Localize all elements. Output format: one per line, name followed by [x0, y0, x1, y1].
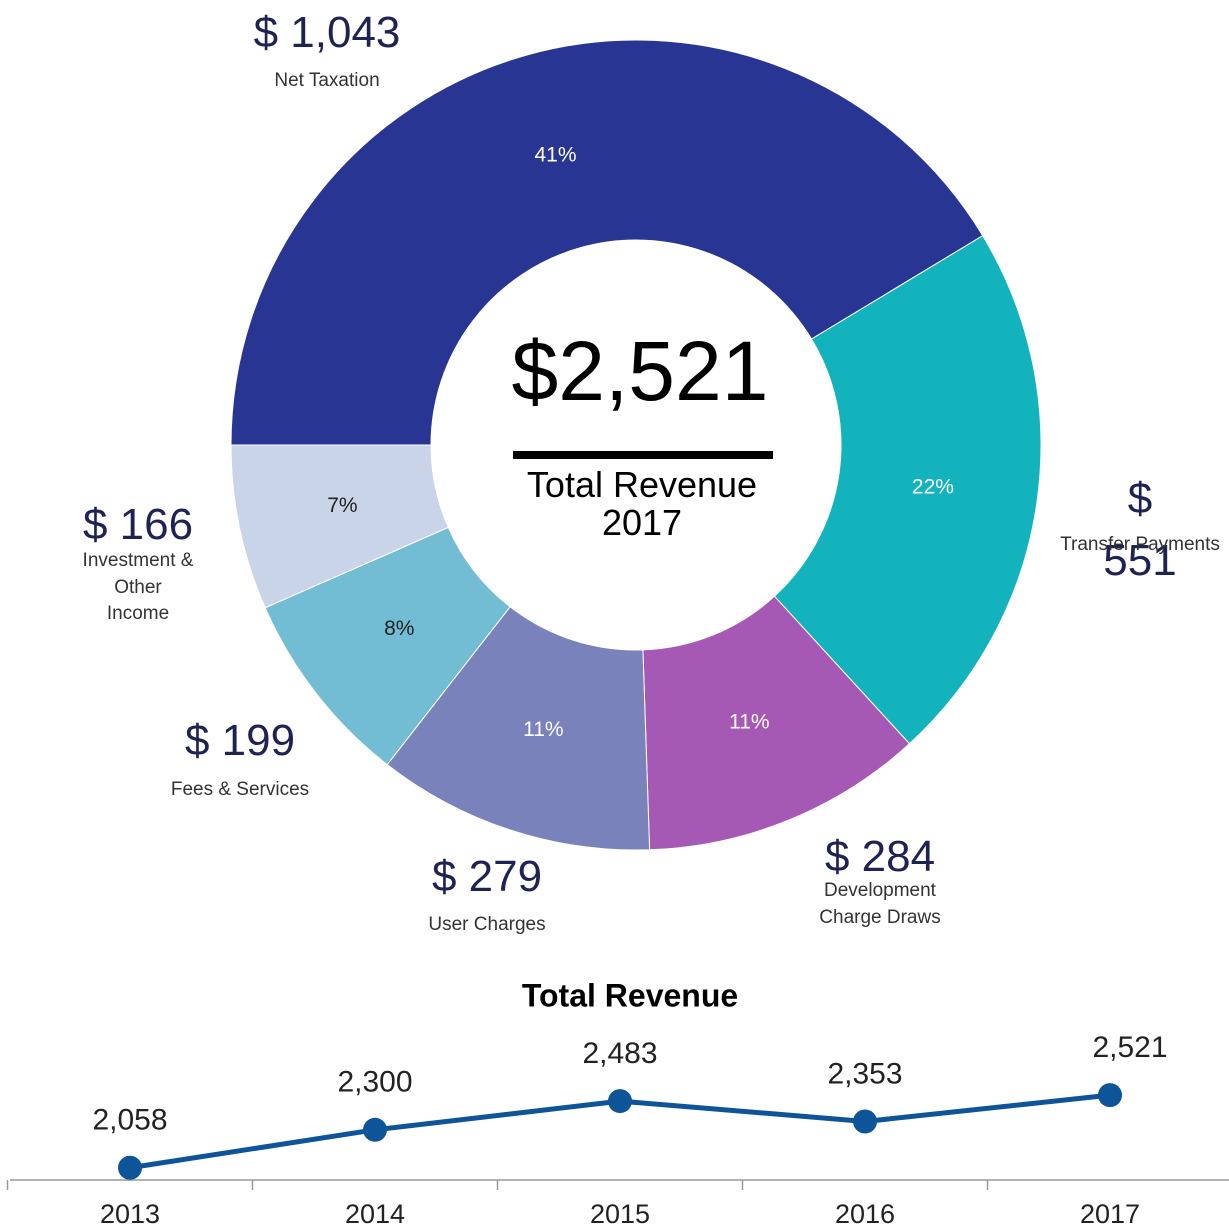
category-label: User Charges	[428, 914, 546, 935]
percent-label: 7%	[327, 494, 357, 517]
x-tick-label: 2014	[345, 1199, 405, 1229]
percent-label: 11%	[523, 718, 563, 741]
donut-slice	[230, 444, 449, 609]
x-tick-label: 2015	[590, 1199, 650, 1229]
point	[853, 1109, 877, 1134]
center-label: Total Revenue 2017	[526, 464, 758, 543]
category-label: Development Charge Draws	[819, 880, 941, 928]
value-label: $ 166	[82, 500, 194, 549]
value-label: $ 199	[184, 716, 296, 765]
donut-slice	[230, 39, 984, 446]
chart-title: Total Revenue	[522, 977, 738, 1013]
category-label: Investment & Other Income	[82, 550, 194, 625]
point	[363, 1117, 387, 1142]
percent-label: 41%	[535, 144, 577, 167]
x-tick-label: 2017	[1080, 1199, 1140, 1229]
x-tick-label: 2016	[835, 1199, 895, 1229]
value-label: $ 284	[824, 832, 936, 881]
percent-label: 11%	[729, 710, 769, 733]
center-value: $2,521	[512, 324, 769, 418]
category-label: Fees & Services	[170, 779, 310, 800]
percent-label: 8%	[384, 617, 414, 640]
value-label: $ 1,043	[253, 8, 401, 57]
percent-label: 22%	[912, 475, 954, 498]
point	[608, 1089, 632, 1114]
donut-slice	[386, 606, 651, 851]
center-rule	[513, 451, 773, 459]
point	[1098, 1083, 1122, 1108]
category-label: Transfer Payments	[1060, 534, 1220, 555]
x-tick-label: 2013	[100, 1199, 160, 1229]
donut-slice	[773, 235, 1042, 745]
value-label: 2,483	[582, 1037, 657, 1070]
category-label: Net Taxation	[274, 70, 380, 91]
value-label: $ 551	[1103, 474, 1177, 585]
value-label: $ 279	[431, 852, 543, 901]
value-label: 2,058	[92, 1104, 167, 1137]
value-label: 2,300	[337, 1066, 412, 1099]
value-label: 2,521	[1092, 1031, 1167, 1064]
donut-slice	[642, 595, 911, 851]
value-label: 2,353	[827, 1057, 902, 1090]
point	[118, 1155, 142, 1180]
